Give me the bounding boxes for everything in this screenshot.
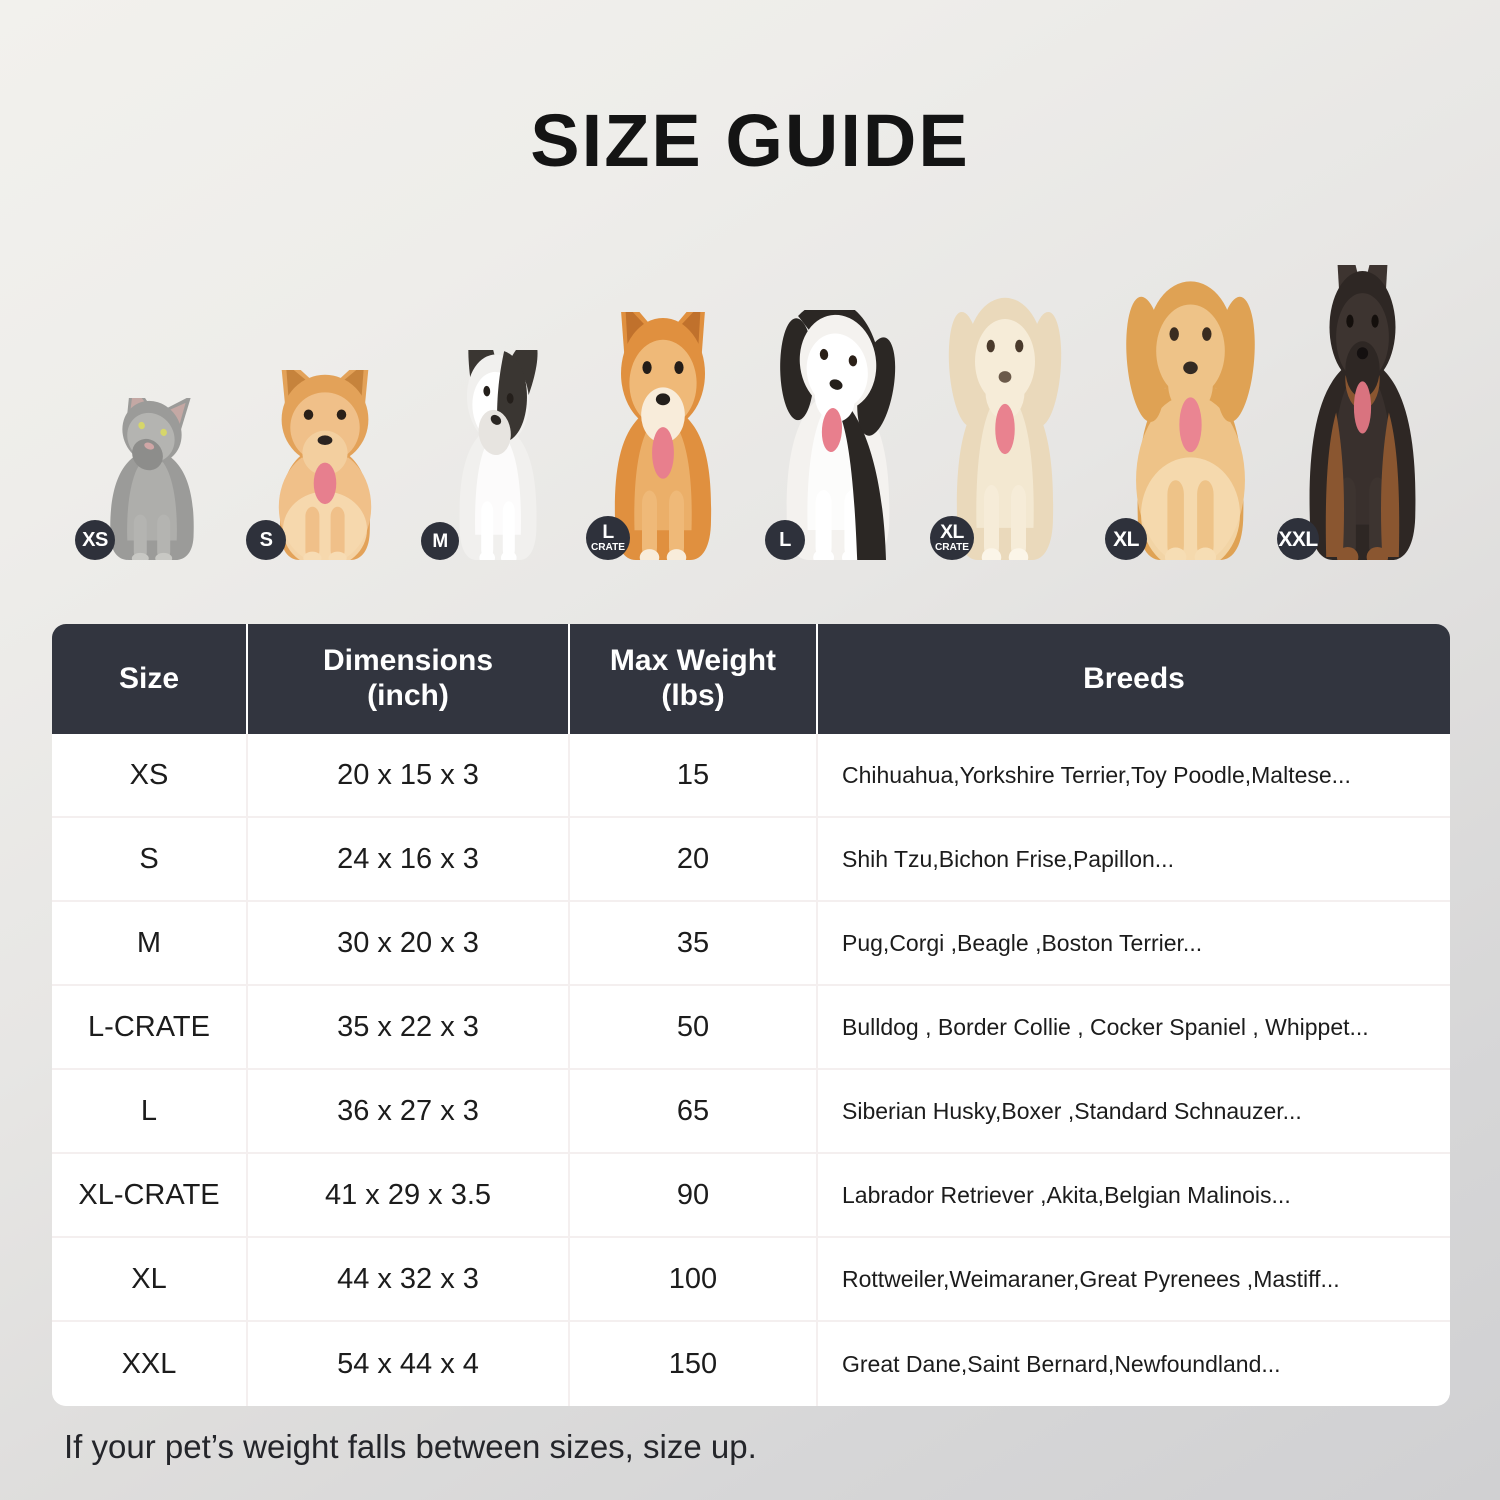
cell-weight: 65 bbox=[570, 1070, 818, 1154]
animal-silhouette-cat-gray bbox=[110, 376, 194, 564]
size-badge-label: L bbox=[602, 520, 614, 543]
cell-weight: 20 bbox=[570, 818, 818, 902]
size-badge-sublabel: CRATE bbox=[590, 542, 626, 554]
animal-doberman bbox=[1280, 171, 1445, 568]
column-header-breeds: Breeds bbox=[818, 624, 1450, 734]
size-badge-xxl: XXL bbox=[1277, 518, 1319, 560]
animal-silhouette-border-collie bbox=[780, 300, 896, 566]
size-badge-l: L bbox=[765, 520, 805, 560]
size-badge-m: M bbox=[421, 522, 459, 560]
cell-size: L-CRATE bbox=[52, 986, 248, 1070]
cell-weight: 150 bbox=[570, 1322, 818, 1406]
table-row: XS 20 x 15 x 3 15 Chihuahua,Yorkshire Terri… bbox=[52, 734, 1450, 818]
cell-size: XS bbox=[52, 734, 248, 818]
cell-breeds: Bulldog , Border Collie , Cocker Spaniel… bbox=[818, 986, 1450, 1070]
size-badge-label: M bbox=[432, 530, 448, 552]
cell-dim: 24 x 16 x 3 bbox=[248, 818, 570, 902]
animal-pomeranian bbox=[255, 350, 395, 568]
animal-lineup: XS S bbox=[0, 171, 1500, 572]
cell-dim: 20 x 15 x 3 bbox=[248, 734, 570, 818]
lineup-slot-l bbox=[758, 300, 918, 566]
cell-breeds: Labrador Retriever ,Akita,Belgian Malino… bbox=[818, 1154, 1450, 1238]
cell-size: XL-CRATE bbox=[52, 1154, 248, 1238]
column-header-breeds-line1: Breeds bbox=[1083, 661, 1185, 695]
animal-shiba-inu bbox=[588, 288, 738, 566]
animal-boston-terrier bbox=[438, 321, 558, 566]
cell-size: XL bbox=[52, 1238, 248, 1322]
animal-golden-retriever bbox=[1108, 275, 1273, 572]
cell-breeds: Great Dane,Saint Bernard,Newfoundland... bbox=[818, 1322, 1450, 1406]
column-header-size: Size bbox=[52, 624, 248, 734]
size-badge-label: S bbox=[259, 529, 273, 551]
animal-cat-gray bbox=[87, 376, 217, 564]
animal-silhouette-doberman bbox=[1309, 171, 1415, 568]
cell-weight: 35 bbox=[570, 902, 818, 986]
table-row: XL-CRATE 41 x 29 x 3.5 90 Labrador Retrieve… bbox=[52, 1154, 1450, 1238]
size-badge-sublabel: CRATE bbox=[934, 542, 970, 554]
size-badge-l-crate: L CRATE bbox=[586, 516, 630, 560]
lineup-slot-s bbox=[255, 350, 395, 568]
size-badge-xl-crate: XL CRATE bbox=[930, 516, 974, 560]
animal-silhouette-labrador bbox=[948, 297, 1062, 567]
size-badge-xl: XL bbox=[1105, 518, 1147, 560]
animal-silhouette-boston-terrier bbox=[459, 321, 538, 566]
column-header-max-weight: Max Weight (lbs) bbox=[570, 624, 818, 734]
lineup-slot-xl-crate bbox=[930, 292, 1080, 567]
column-header-dimensions-line1: Dimensions bbox=[322, 644, 494, 678]
column-header-max-weight-line1: Max Weight bbox=[609, 644, 777, 678]
lineup-slot-xxl bbox=[1280, 171, 1445, 568]
cell-breeds: Rottweiler,Weimaraner,Great Pyrenees ,Ma… bbox=[818, 1238, 1450, 1322]
lineup-slot-m bbox=[438, 321, 558, 566]
cell-weight: 50 bbox=[570, 986, 818, 1070]
cell-weight: 15 bbox=[570, 734, 818, 818]
size-badge-xs: XS bbox=[75, 520, 115, 560]
table-row: S 24 x 16 x 3 20 Shih Tzu,Bichon Frise,Papi… bbox=[52, 818, 1450, 902]
lineup-slot-xs bbox=[87, 376, 217, 564]
cell-dim: 35 x 22 x 3 bbox=[248, 986, 570, 1070]
cell-dim: 44 x 32 x 3 bbox=[248, 1238, 570, 1322]
size-badge-label: XXL bbox=[1278, 527, 1318, 551]
animal-silhouette-pomeranian bbox=[278, 350, 372, 568]
column-header-max-weight-line2: (lbs) bbox=[661, 679, 725, 712]
size-badge-s: S bbox=[246, 520, 286, 560]
lineup-slot-l-crate bbox=[588, 288, 738, 566]
table-row: XL 44 x 32 x 3 100 Rottweiler,Weimaraner,Gr… bbox=[52, 1238, 1450, 1322]
cell-weight: 90 bbox=[570, 1154, 818, 1238]
size-badge-label: XL bbox=[1113, 527, 1139, 551]
lineup-slot-xl bbox=[1108, 275, 1273, 572]
cell-breeds: Chihuahua,Yorkshire Terrier,Toy Poodle,M… bbox=[818, 734, 1450, 818]
cell-dim: 54 x 44 x 4 bbox=[248, 1322, 570, 1406]
page-title: SIZE GUIDE bbox=[530, 99, 970, 182]
size-table: Size Dimensions (inch) Max Weight (lbs) … bbox=[52, 624, 1450, 1406]
size-badge-label: XL bbox=[940, 520, 964, 543]
column-header-dimensions-line2: (inch) bbox=[367, 679, 449, 712]
cell-size: XXL bbox=[52, 1322, 248, 1406]
table-body: XS 20 x 15 x 3 15 Chihuahua,Yorkshire Terri… bbox=[52, 734, 1450, 1406]
cell-breeds: Shih Tzu,Bichon Frise,Papillon... bbox=[818, 818, 1450, 902]
animal-labrador bbox=[930, 292, 1080, 567]
column-header-size-line1: Size bbox=[118, 661, 180, 695]
animal-silhouette-golden-retriever bbox=[1125, 281, 1255, 572]
table-row: L-CRATE 35 x 22 x 3 50 Bulldog , Border Col… bbox=[52, 986, 1450, 1070]
cell-breeds: Siberian Husky,Boxer ,Standard Schnauzer… bbox=[818, 1070, 1450, 1154]
cell-dim: 30 x 20 x 3 bbox=[248, 902, 570, 986]
animal-border-collie bbox=[758, 300, 918, 566]
table-header-row: Size Dimensions (inch) Max Weight (lbs) … bbox=[52, 624, 1450, 734]
cell-size: M bbox=[52, 902, 248, 986]
cell-weight: 100 bbox=[570, 1238, 818, 1322]
footnote-text: If your pet’s weight falls between sizes… bbox=[64, 1428, 757, 1465]
cell-dim: 36 x 27 x 3 bbox=[248, 1070, 570, 1154]
animal-silhouette-shiba-inu bbox=[614, 288, 712, 566]
cell-dim: 41 x 29 x 3.5 bbox=[248, 1154, 570, 1238]
size-badge-label: L bbox=[779, 529, 791, 551]
table-row: L 36 x 27 x 3 65 Siberian Husky,Boxer ,Stan… bbox=[52, 1070, 1450, 1154]
cell-size: L bbox=[52, 1070, 248, 1154]
size-badge-label: XS bbox=[82, 529, 108, 551]
cell-size: S bbox=[52, 818, 248, 902]
cell-breeds: Pug,Corgi ,Beagle ,Boston Terrier... bbox=[818, 902, 1450, 986]
table-row: XXL 54 x 44 x 4 150 Great Dane,Saint Bernar… bbox=[52, 1322, 1450, 1406]
table-row: M 30 x 20 x 3 35 Pug,Corgi ,Beagle ,Boston … bbox=[52, 902, 1450, 986]
column-header-dimensions: Dimensions (inch) bbox=[248, 624, 570, 734]
